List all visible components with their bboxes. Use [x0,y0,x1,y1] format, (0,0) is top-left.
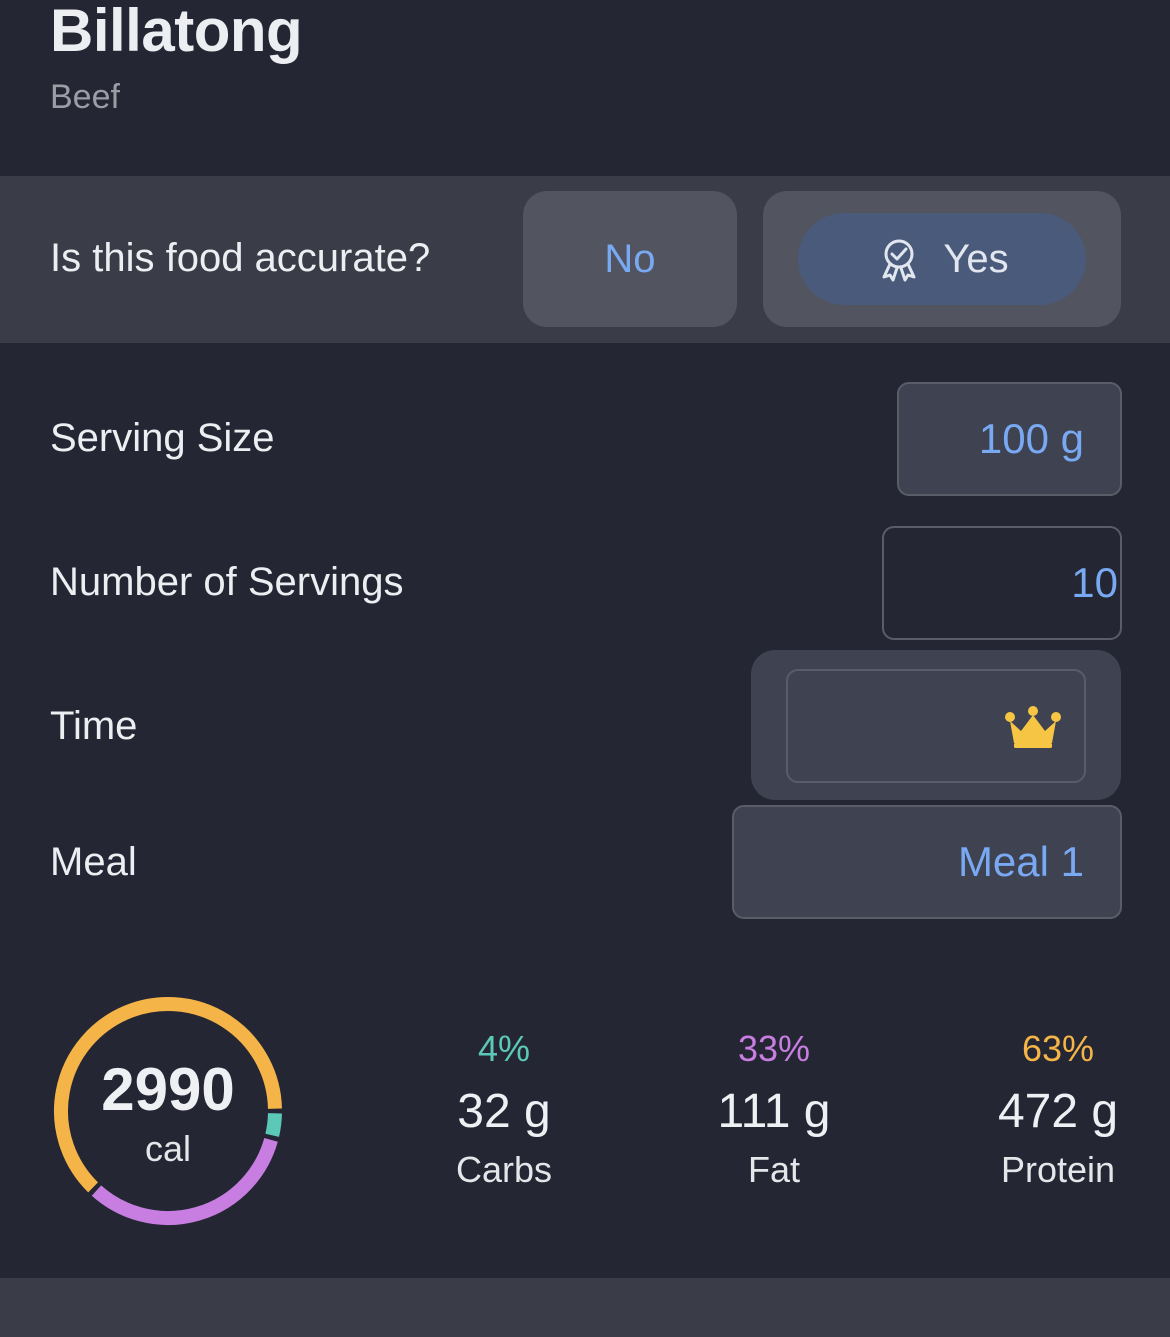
food-title: Billatong [50,0,303,64]
accuracy-yes-label: Yes [943,236,1009,281]
accuracy-prompt: Is this food accurate? No Yes [0,176,1170,343]
award-check-icon [882,239,916,282]
meal-selector[interactable]: Meal 1 [732,805,1122,919]
carbs-percent: 4% [477,1028,531,1069]
serving-size-field[interactable]: 100 g [897,382,1122,496]
calorie-ring [54,997,282,1225]
accuracy-yes-button[interactable]: Yes [798,213,1086,305]
carbs-label: Carbs [455,1149,553,1190]
num-servings-input[interactable]: 10 [882,526,1122,640]
time-field[interactable] [786,669,1086,783]
accuracy-yes-container: Yes [763,191,1121,327]
meal-label: Meal [50,840,137,884]
macro-carbs: 4% 32 g Carbs [394,1028,614,1191]
time-label: Time [50,704,138,748]
calorie-value: 2990 [101,1056,235,1123]
ring-segment-fat [91,1137,278,1225]
fat-grams: 111 g [717,1085,831,1138]
ring-segment-carbs [265,1113,282,1137]
carbs-grams: 32 g [457,1085,551,1138]
macro-fat: 33% 111 g Fat [664,1028,884,1191]
accuracy-question: Is this food accurate? [50,236,431,280]
accuracy-no-button[interactable]: No [523,191,737,327]
fat-percent: 33% [737,1028,811,1069]
time-field-container [751,650,1121,800]
num-servings-label: Number of Servings [50,560,404,604]
ring-segment-protein [54,997,282,1193]
macro-protein: 63% 472 g Protein [948,1028,1168,1191]
serving-size-label: Serving Size [50,416,275,460]
calorie-unit: cal [144,1128,192,1169]
protein-percent: 63% [1021,1028,1095,1069]
crown-icon [1005,706,1061,748]
food-subtitle: Beef [50,78,120,116]
protein-label: Protein [1000,1149,1116,1190]
bottom-bar [0,1278,1170,1337]
protein-grams: 472 g [997,1085,1119,1138]
fat-label: Fat [747,1149,800,1190]
